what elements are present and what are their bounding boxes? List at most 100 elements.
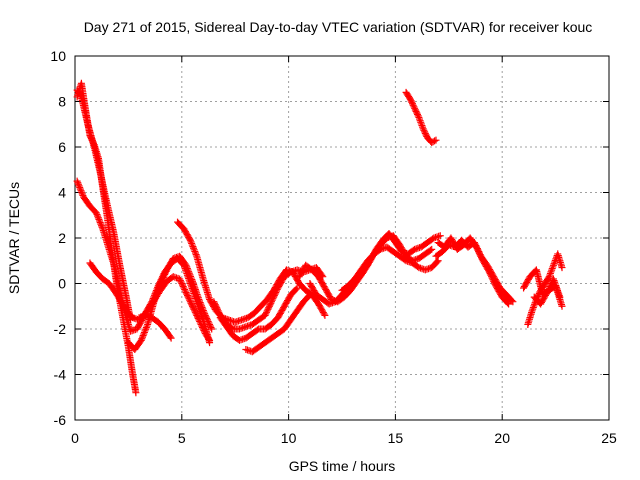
plus-marker [262,310,270,318]
plus-marker [201,310,209,318]
plus-marker [266,301,274,309]
plus-marker [475,248,483,256]
plus-marker [77,92,85,100]
plus-marker [178,280,186,287]
plus-marker [420,126,428,134]
plus-marker [162,267,170,275]
plus-marker [181,287,189,295]
y-tick-label: 4 [58,185,66,201]
plus-marker [158,276,166,284]
plus-marker [177,278,185,286]
plus-marker [544,274,552,282]
plus-marker [558,264,566,272]
plus-marker [77,187,85,195]
plus-marker [96,219,104,227]
plus-marker [473,245,481,253]
plus-marker [188,301,196,309]
plus-marker [265,302,273,310]
chart-title: Day 271 of 2015, Sidereal Day-to-day VTE… [84,19,593,35]
plus-marker [76,185,84,193]
plus-marker [191,249,199,257]
plus-marker [139,332,147,340]
plus-marker [203,316,211,324]
plus-marker [261,311,269,319]
plus-marker [477,252,485,260]
plus-marker [476,251,484,259]
data-markers [73,79,566,397]
series-arc-9 [216,284,301,344]
plus-marker [418,122,426,130]
plus-marker [263,307,271,315]
plus-marker [190,244,198,252]
x-tick-label: 5 [178,430,186,446]
series-arc-16 [434,234,513,308]
plus-marker [138,335,146,343]
plus-marker [550,260,558,268]
plus-marker [157,278,165,286]
plus-marker [264,305,272,313]
series-arc-14 [402,88,440,146]
axis-ticks: -6 -4 -2 0 2 4 6 8 10 0 5 10 15 20 25 [50,48,617,446]
plus-marker [76,183,84,191]
plus-marker [549,263,557,271]
plus-marker [556,293,564,301]
plus-marker [414,112,422,120]
plus-marker [487,271,495,279]
plus-marker [184,293,192,301]
y-tick-label: 6 [58,139,66,155]
plus-marker [544,287,552,295]
plus-marker [408,100,416,108]
plus-marker [212,302,220,310]
plus-marker [96,217,104,225]
plus-marker [95,215,103,223]
x-tick-label: 25 [601,430,617,446]
plus-marker [213,304,221,312]
plus-marker [186,235,194,243]
x-axis-label: GPS time / hours [289,458,396,474]
plus-marker [306,291,314,299]
plus-marker [78,190,86,198]
plus-marker [407,97,415,105]
plus-marker [558,302,566,310]
y-tick-label: 10 [50,48,66,64]
y-tick-label: -6 [54,412,67,428]
plus-marker [190,305,198,313]
plus-marker [166,333,174,341]
plus-marker [203,314,211,322]
plus-marker [269,295,277,303]
plus-marker [422,131,430,139]
plus-marker [416,115,424,123]
plus-marker [196,297,204,305]
plus-marker [545,273,553,281]
plus-marker [93,211,101,219]
plus-marker [272,287,280,295]
plus-marker [215,308,223,316]
plus-marker [188,239,196,247]
plus-marker [490,277,498,285]
plus-marker [529,305,537,313]
y-axis-label: SDTVAR / TECUs [6,182,22,294]
plus-marker [211,299,219,307]
plus-marker [529,304,537,312]
plus-marker [198,303,206,311]
plus-marker [411,104,419,112]
plus-marker [411,106,419,114]
plus-marker [417,118,425,126]
plus-marker [167,334,175,342]
plus-marker [73,177,81,185]
plus-marker [548,266,556,274]
plus-marker [206,320,214,328]
plus-marker [187,272,195,280]
plus-marker [421,128,429,136]
plus-marker [292,285,300,293]
plus-marker [545,284,553,292]
plus-marker [186,296,194,304]
plus-marker [186,298,194,306]
plus-marker [268,298,276,306]
plus-marker [419,123,427,131]
plus-marker [191,247,199,255]
plus-marker [92,209,100,217]
plus-marker [200,308,208,316]
plus-marker [207,323,215,331]
plus-marker [196,299,204,307]
